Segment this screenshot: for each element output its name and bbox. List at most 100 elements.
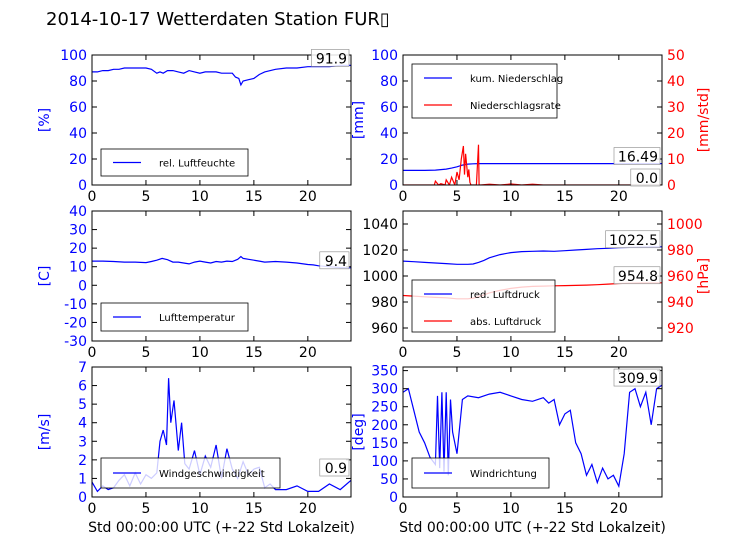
y2-tick-label-pressure-3: 980	[667, 243, 694, 259]
series-line-wind-direction-0	[403, 384, 662, 489]
x-tick-label-precipitation-2: 10	[502, 189, 520, 205]
y-axis-label-precipitation: [mm]	[351, 101, 367, 139]
x-tick-label-wind-direction-0: 0	[399, 501, 408, 517]
x-tick-label-pressure-4: 20	[610, 345, 628, 361]
value-label-temperature-0: 9.4	[325, 254, 347, 270]
legend-label-wind-direction-0: Windrichtung	[470, 469, 537, 480]
y-tick-label-pressure-3: 1020	[362, 243, 398, 259]
x-axis-label-wind-direction: Std 00:00:00 UTC (+-22 Std Lokalzeit)	[399, 520, 666, 536]
x-tick-label-wind-direction-1: 5	[452, 501, 461, 517]
y-tick-label-wind-direction-0: 0	[389, 490, 398, 506]
chart-precipitation: 0 5 10 15 20 0 20 40 60 80 100 0 10 20 30 40 50 [mm] [mm/s…	[351, 48, 712, 205]
y-tick-label-pressure-0: 960	[371, 321, 398, 337]
y2-tick-label-precipitation-5: 50	[667, 48, 685, 64]
value-label-precipitation-1: 0.0	[636, 171, 658, 187]
x-tick-label-precipitation-3: 15	[556, 189, 574, 205]
value-label-pressure-1: 954.8	[618, 269, 658, 285]
y-tick-label-humidity-0: 0	[78, 178, 87, 194]
value-label-box-pressure-1	[613, 266, 661, 285]
y-axis-label-wind-direction: [deg]	[351, 413, 367, 450]
y-tick-label-wind-direction-2: 100	[371, 454, 398, 470]
y-tick-label-humidity-4: 80	[69, 74, 87, 90]
x-tick-label-humidity-0: 0	[88, 189, 97, 205]
y-tick-label-precipitation-1: 20	[380, 152, 398, 168]
y-tick-label-wind-speed-7: 7	[78, 360, 87, 376]
y-tick-label-wind-direction-7: 350	[371, 364, 398, 380]
x-tick-label-wind-direction-2: 10	[502, 501, 520, 517]
y-tick-label-precipitation-2: 40	[380, 126, 398, 142]
legend-label-precipitation-0: kum. Niederschlag	[470, 74, 563, 85]
y-axis-label-humidity: [%]	[37, 108, 53, 132]
series-line-precipitation-0	[403, 163, 662, 171]
y2-tick-label-precipitation-1: 10	[667, 152, 685, 168]
x-tick-label-precipitation-4: 20	[610, 189, 628, 205]
y2-tick-label-precipitation-3: 30	[667, 100, 685, 116]
x-tick-label-pressure-3: 15	[556, 345, 574, 361]
x-tick-label-wind-direction-3: 15	[556, 501, 574, 517]
y2-tick-label-pressure-1: 940	[667, 295, 694, 311]
value-label-box-pressure-0	[605, 230, 661, 249]
legend-label-pressure-1: abs. Luftdruck	[470, 317, 541, 328]
x-tick-label-wind-speed-1: 5	[141, 501, 150, 517]
y-tick-label-wind-speed-3: 3	[78, 434, 87, 450]
x-tick-label-humidity-1: 5	[141, 189, 150, 205]
x-tick-label-wind-speed-2: 10	[191, 501, 209, 517]
y-tick-label-temperature-6: 30	[69, 223, 87, 239]
value-label-box-precipitation-0	[613, 147, 661, 165]
y-tick-label-temperature-4: 10	[69, 260, 87, 276]
value-label-pressure-0: 1022.5	[609, 233, 658, 249]
y2-tick-label-pressure-4: 1000	[667, 217, 703, 233]
y-tick-label-pressure-1: 980	[371, 295, 398, 311]
series-line-pressure-0	[403, 246, 662, 265]
y-tick-label-pressure-2: 1000	[362, 269, 398, 285]
y-tick-label-wind-direction-1: 50	[380, 472, 398, 488]
series-line-temperature-0	[92, 255, 351, 269]
y-tick-label-precipitation-3: 60	[380, 100, 398, 116]
y-tick-label-precipitation-5: 100	[371, 48, 398, 64]
plot-frame-wind-direction	[402, 366, 663, 498]
legend-label-wind-speed-0: Windgeschwindigkeit	[159, 469, 265, 480]
page-title: 2014-10-17 Wetterdaten Station FUR▯	[46, 9, 390, 30]
legend-precipitation	[411, 63, 558, 119]
x-tick-label-humidity-2: 10	[191, 189, 209, 205]
y-tick-label-wind-speed-4: 4	[78, 416, 87, 432]
y-axis-label-temperature: [C]	[37, 266, 53, 287]
y2-axis-label-precipitation: [mm/std]	[696, 88, 712, 153]
x-tick-label-humidity-3: 15	[245, 189, 263, 205]
value-label-box-humidity-0	[311, 49, 350, 67]
y2-tick-label-pressure-0: 920	[667, 321, 694, 337]
y-tick-label-humidity-3: 60	[69, 100, 87, 116]
y-tick-label-temperature-7: 40	[69, 204, 87, 220]
x-tick-label-precipitation-0: 0	[399, 189, 408, 205]
chart-humidity: 0 5 10 15 20 0 20 40 60 80 100 [%] 91.9 rel. Luftfeuc…	[37, 48, 352, 205]
value-label-wind-speed-0: 0.9	[325, 461, 347, 477]
series-line-humidity-0	[92, 64, 351, 87]
x-tick-label-pressure-0: 0	[399, 345, 408, 361]
x-tick-label-wind-speed-3: 15	[245, 501, 263, 517]
y-tick-label-temperature-3: 0	[78, 278, 87, 294]
plot-frame-temperature	[91, 210, 352, 342]
y-tick-label-temperature-5: 20	[69, 241, 87, 257]
y-tick-label-wind-direction-4: 200	[371, 418, 398, 434]
y-tick-label-temperature-0: -30	[64, 334, 87, 350]
x-tick-label-humidity-4: 20	[299, 189, 317, 205]
legend-label-humidity-0: rel. Luftfeuchte	[159, 159, 235, 170]
chart-temperature: 0 5 10 15 20 -30 -20 -10 0 10 20 30 40 [C] 9.4 Lufttemp…	[37, 204, 352, 361]
y-tick-label-humidity-5: 100	[60, 48, 87, 64]
x-tick-label-wind-speed-4: 20	[299, 501, 317, 517]
value-label-box-wind-speed-0	[319, 458, 350, 477]
y2-tick-label-precipitation-4: 40	[667, 74, 685, 90]
plot-frame-humidity	[91, 54, 352, 186]
x-tick-label-wind-speed-0: 0	[88, 501, 97, 517]
y-tick-label-wind-speed-1: 1	[78, 471, 87, 487]
x-tick-label-temperature-3: 15	[245, 345, 263, 361]
x-tick-label-pressure-1: 5	[452, 345, 461, 361]
value-label-wind-direction-0: 309.9	[618, 371, 658, 387]
y-tick-label-humidity-1: 20	[69, 152, 87, 168]
chart-pressure: 0 5 10 15 20 960 980 1000 1020 1040 920 940 960 980 10…	[362, 210, 712, 361]
value-label-precipitation-0: 16.49	[618, 150, 658, 166]
y-tick-label-wind-speed-2: 2	[78, 453, 87, 469]
plot-frame-precipitation	[402, 54, 663, 186]
